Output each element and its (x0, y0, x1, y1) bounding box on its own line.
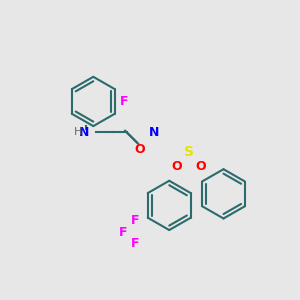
Text: O: O (172, 160, 182, 173)
Text: F: F (119, 226, 128, 239)
Text: H: H (74, 127, 82, 137)
Text: S: S (184, 145, 194, 158)
Text: O: O (134, 143, 145, 156)
Text: O: O (195, 160, 206, 173)
Text: F: F (130, 214, 139, 227)
Text: F: F (130, 237, 139, 250)
Text: N: N (148, 126, 159, 139)
Text: F: F (120, 95, 128, 108)
Text: N: N (79, 126, 89, 139)
